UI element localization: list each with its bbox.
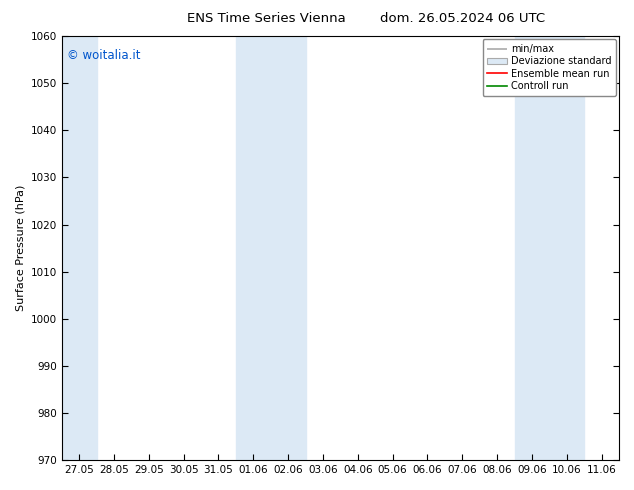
Text: © woitalia.it: © woitalia.it bbox=[67, 49, 141, 62]
Y-axis label: Surface Pressure (hPa): Surface Pressure (hPa) bbox=[15, 185, 25, 311]
Bar bbox=[515, 36, 584, 460]
Text: ENS Time Series Vienna: ENS Time Series Vienna bbox=[187, 12, 346, 25]
Bar bbox=[61, 36, 96, 460]
Bar bbox=[236, 36, 306, 460]
Legend: min/max, Deviazione standard, Ensemble mean run, Controll run: min/max, Deviazione standard, Ensemble m… bbox=[482, 39, 616, 96]
Text: dom. 26.05.2024 06 UTC: dom. 26.05.2024 06 UTC bbox=[380, 12, 545, 25]
